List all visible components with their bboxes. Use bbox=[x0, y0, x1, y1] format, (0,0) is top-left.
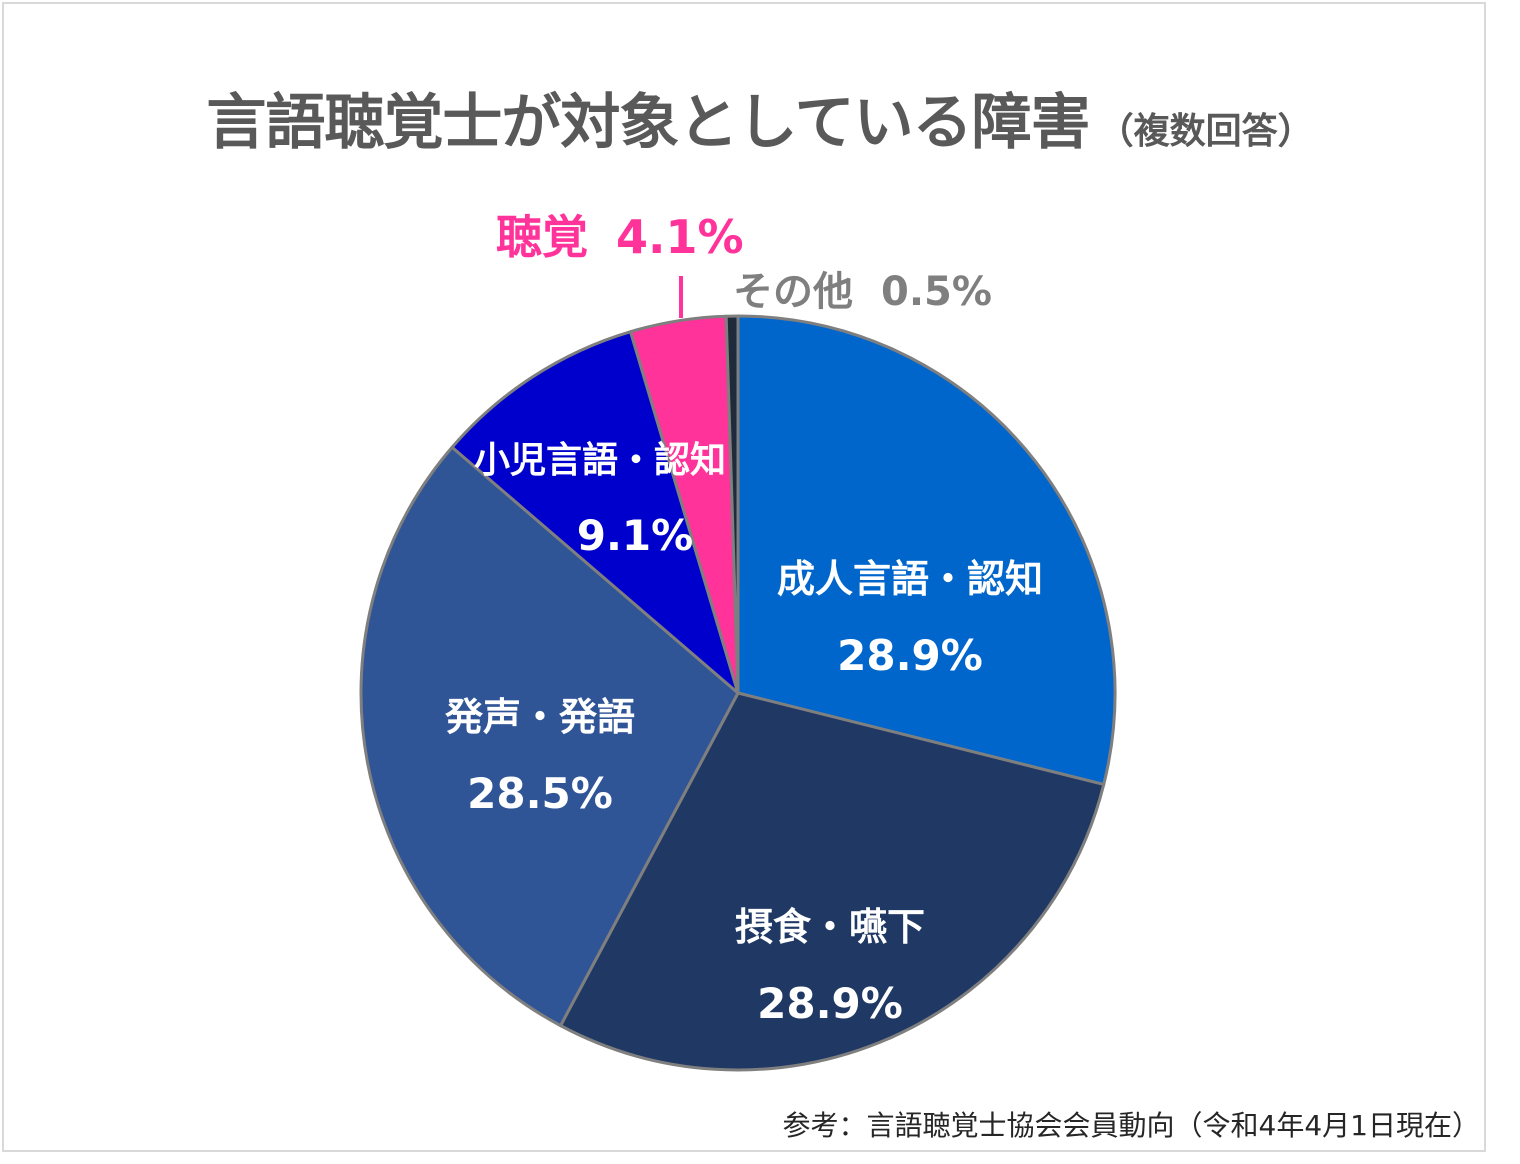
label-other: その他 0.5% bbox=[733, 269, 992, 315]
source-note: 参考：言語聴覚士協会会員動向（令和4年4月1日現在） bbox=[782, 1109, 1480, 1142]
slice-swallowing bbox=[559, 691, 1106, 1072]
value-voice-speech: 28.5% bbox=[467, 769, 613, 818]
label-hearing: 聴覚 4.1% bbox=[496, 210, 744, 264]
label-child-language: 小児言語・認知 bbox=[474, 440, 726, 481]
subtitle-text: （複数回答） bbox=[1097, 111, 1314, 152]
value-child-language: 9.1% bbox=[577, 511, 693, 560]
title-text: 言語聴覚士が対象としている障害 bbox=[206, 88, 1090, 158]
slice-adult-language bbox=[736, 314, 1117, 786]
value-swallowing: 28.9% bbox=[757, 979, 903, 1028]
slice-other bbox=[724, 314, 740, 695]
label-swallowing: 摂食・嚥下 bbox=[735, 905, 925, 949]
slice-child-language bbox=[450, 330, 740, 695]
chart-title: 言語聴覚士が対象としている障害 （複数回答） bbox=[0, 74, 1520, 161]
slice-voice-speech bbox=[359, 445, 740, 1028]
value-adult-language: 28.9% bbox=[837, 631, 983, 680]
label-adult-language: 成人言語・認知 bbox=[777, 557, 1043, 601]
label-voice-speech: 発声・発語 bbox=[445, 695, 635, 739]
